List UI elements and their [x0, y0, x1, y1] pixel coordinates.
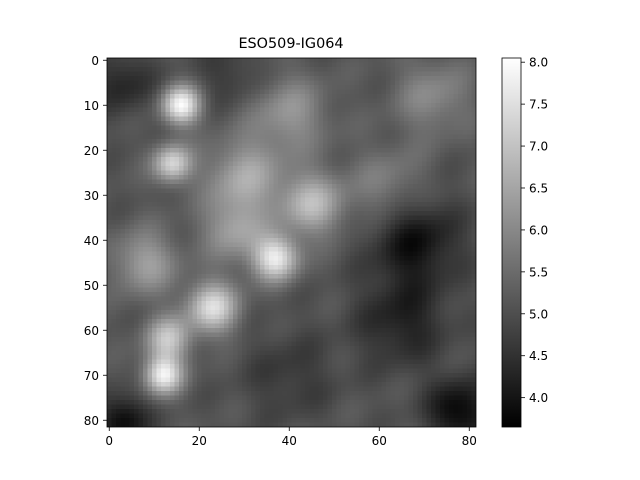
- x-tick-label: 40: [282, 434, 297, 448]
- colorbar-tick-label: 7.5: [529, 98, 548, 112]
- y-axis: 0 10 20 30 40 50 60 70 80: [84, 54, 107, 428]
- colorbar-tick-label: 4.0: [529, 391, 548, 405]
- x-tick-label: 80: [462, 434, 477, 448]
- x-tick-label: 0: [105, 434, 113, 448]
- y-tick-label: 70: [84, 369, 99, 383]
- heatmap-image: [107, 58, 476, 427]
- colorbar: 4.0 4.5 5.0 5.5 6.0 6.5 7.0 7.5 8.0: [501, 56, 548, 428]
- y-tick-label: 20: [84, 144, 99, 158]
- colorbar-tick-label: 5.0: [529, 307, 548, 321]
- x-tick-label: 60: [372, 434, 387, 448]
- chart-title: ESO509-IG064: [238, 36, 343, 52]
- y-tick-label: 50: [84, 279, 99, 293]
- y-tick-label: 40: [84, 234, 99, 248]
- plot-frame: [106, 57, 477, 428]
- heatmap: [106, 57, 477, 428]
- x-tick-label: 20: [192, 434, 207, 448]
- x-axis: 0 20 40 60 80: [105, 427, 477, 448]
- y-tick-label: 80: [84, 414, 99, 428]
- colorbar-tick-label: 4.5: [529, 349, 548, 363]
- colorbar-tick-label: 7.0: [529, 140, 548, 154]
- colorbar-tick-label: 6.0: [529, 223, 548, 237]
- y-tick-label: 60: [84, 324, 99, 338]
- colorbar-gradient: [501, 57, 522, 428]
- colorbar-axis: 4.0 4.5 5.0 5.5 6.0 6.5 7.0 7.5 8.0: [521, 56, 548, 405]
- colorbar-tick-label: 6.5: [529, 181, 548, 195]
- colorbar-tick-label: 5.5: [529, 265, 548, 279]
- y-tick-label: 0: [91, 54, 99, 68]
- colorbar-tick-label: 8.0: [529, 56, 548, 70]
- y-tick-label: 10: [84, 99, 99, 113]
- y-tick-label: 30: [84, 189, 99, 203]
